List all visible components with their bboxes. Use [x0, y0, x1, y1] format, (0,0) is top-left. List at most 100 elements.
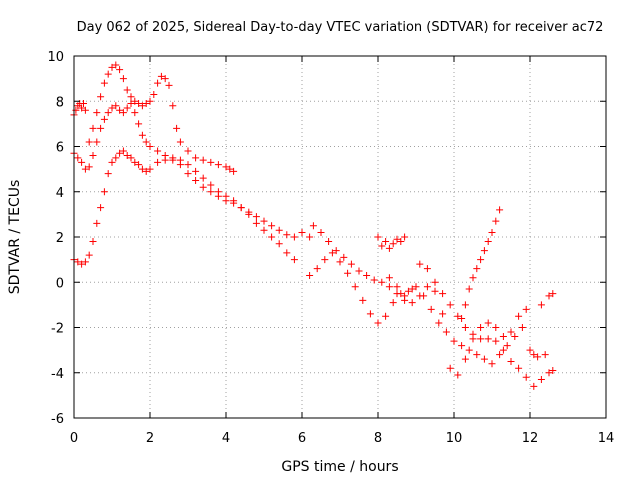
data-point	[89, 152, 97, 160]
data-point	[416, 292, 424, 300]
data-point	[534, 353, 542, 361]
data-point	[370, 276, 378, 284]
data-point	[541, 351, 549, 359]
data-point	[385, 274, 393, 282]
data-point	[127, 154, 135, 162]
grid-lines	[74, 56, 606, 418]
data-point	[515, 364, 523, 372]
data-point	[165, 81, 173, 89]
data-point	[81, 258, 89, 266]
data-point	[427, 305, 435, 313]
data-point	[119, 109, 127, 117]
data-point	[549, 366, 557, 374]
data-point	[458, 314, 466, 322]
data-point	[515, 312, 523, 320]
data-point	[412, 283, 420, 291]
data-point	[492, 324, 500, 331]
data-point	[484, 238, 492, 246]
data-point	[176, 156, 184, 164]
data-point	[173, 124, 181, 132]
data-point	[404, 287, 412, 295]
data-point	[119, 75, 127, 83]
data-point	[480, 247, 488, 255]
data-point	[116, 66, 124, 74]
data-point	[450, 337, 458, 345]
data-point	[465, 285, 473, 293]
data-point	[496, 351, 504, 359]
data-point	[230, 167, 238, 175]
x-tick-label: 12	[522, 431, 539, 446]
data-point	[442, 328, 450, 336]
data-point	[93, 219, 101, 227]
y-tick-label: 2	[56, 231, 64, 246]
data-point	[332, 247, 340, 255]
data-point	[545, 369, 553, 377]
data-point	[507, 357, 515, 365]
data-point	[192, 176, 200, 184]
data-point	[397, 238, 405, 246]
data-point	[492, 337, 500, 345]
data-point	[135, 100, 143, 108]
data-point	[435, 319, 443, 327]
data-point	[97, 124, 105, 132]
data-point	[537, 301, 545, 309]
data-point	[80, 100, 87, 108]
data-point	[131, 109, 139, 117]
data-point	[135, 161, 143, 169]
x-tick-label: 10	[446, 431, 463, 446]
data-point	[431, 287, 439, 295]
data-point	[268, 222, 276, 230]
data-point	[252, 213, 260, 221]
data-point	[477, 324, 485, 331]
data-point	[461, 324, 469, 331]
data-point	[89, 124, 97, 132]
data-point	[290, 233, 298, 241]
data-point	[439, 290, 447, 298]
series-trace-6	[385, 274, 557, 379]
data-point	[325, 238, 333, 246]
data-point	[78, 158, 86, 166]
data-point	[477, 335, 485, 343]
data-point	[245, 210, 253, 218]
data-point	[328, 249, 336, 257]
data-point	[108, 104, 116, 112]
data-point	[89, 238, 97, 246]
data-point	[374, 233, 382, 241]
data-point	[469, 274, 477, 282]
data-point	[146, 143, 154, 150]
data-point	[374, 319, 382, 327]
series-trace-1	[70, 61, 238, 175]
data-point	[138, 102, 146, 110]
data-point	[385, 244, 393, 252]
data-point	[382, 238, 390, 246]
data-point	[389, 299, 397, 307]
data-point	[78, 104, 86, 112]
data-point	[214, 161, 222, 169]
data-point	[382, 312, 390, 320]
data-point	[116, 106, 124, 114]
data-point	[207, 188, 215, 196]
data-point	[104, 170, 112, 178]
data-point	[351, 283, 359, 291]
data-point	[199, 183, 207, 191]
data-point	[112, 154, 120, 162]
data-point	[127, 100, 135, 108]
series-trace-4	[309, 222, 557, 390]
data-point	[408, 299, 416, 307]
y-tick-label: -6	[51, 412, 64, 427]
data-point	[423, 265, 431, 273]
data-point	[290, 256, 298, 264]
data-point	[104, 70, 112, 78]
data-point	[100, 79, 108, 87]
y-tick-label: 10	[47, 50, 64, 65]
data-point	[526, 346, 534, 354]
data-point	[458, 342, 466, 350]
data-point	[214, 188, 222, 196]
x-tick-label: 2	[146, 431, 154, 446]
data-point	[423, 283, 431, 291]
tick-labels: 0 2 4 6 8 10 12 14 -6 -4 -2 0 2 4 6 8 10	[47, 50, 614, 446]
data-point	[184, 147, 192, 155]
data-point	[454, 312, 462, 320]
axis-ticks	[73, 55, 607, 419]
